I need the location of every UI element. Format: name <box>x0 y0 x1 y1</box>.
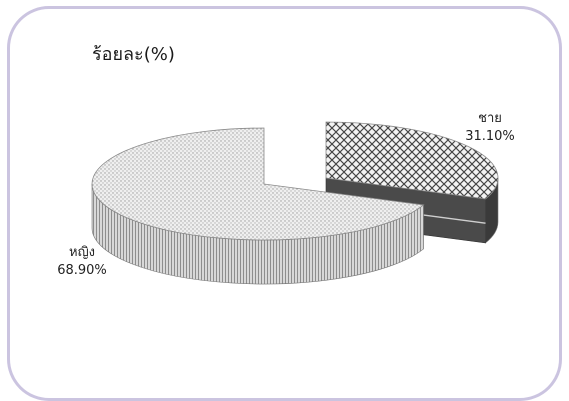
slice-label-female: หญิง 68.90% <box>42 244 122 280</box>
category-label: หญิง <box>69 245 95 260</box>
pie-slice-female-top <box>91 127 425 241</box>
pie-slice-female <box>91 127 425 285</box>
chart-title: ร้อยละ(%) <box>92 44 175 65</box>
slice-label-male: ชาย 31.10% <box>450 110 530 146</box>
value-label: 68.90% <box>57 263 107 278</box>
value-label: 31.10% <box>465 129 515 144</box>
category-label: ชาย <box>478 111 502 126</box>
pie-slice-male-top <box>325 121 499 200</box>
pie-chart <box>91 121 499 285</box>
